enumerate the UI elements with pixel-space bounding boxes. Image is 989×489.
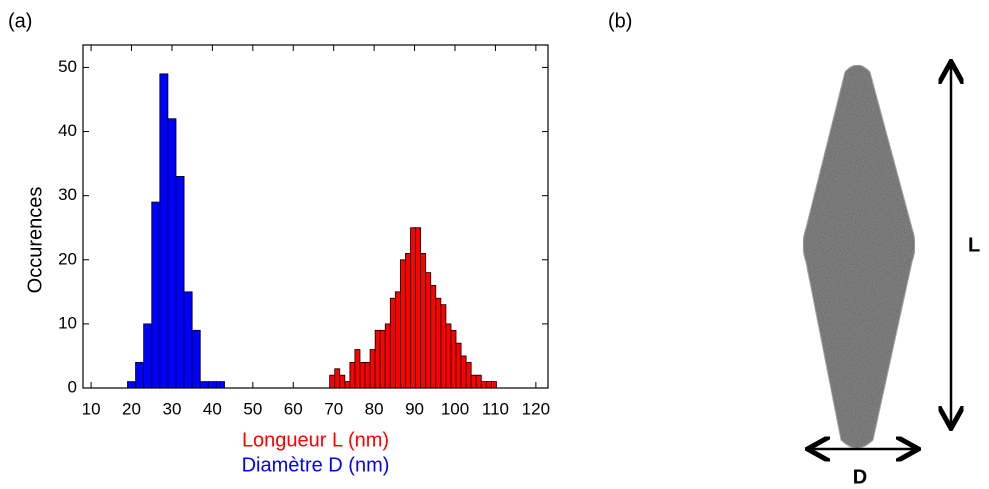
bar <box>339 374 346 389</box>
bar <box>420 252 427 389</box>
bar <box>384 323 391 389</box>
bar <box>127 381 136 389</box>
x-tick-label: 30 <box>162 399 181 418</box>
bar <box>207 381 217 389</box>
x-tick-label: 40 <box>203 399 222 418</box>
y-tick-label: 40 <box>58 121 77 140</box>
bar <box>175 176 185 389</box>
bar <box>191 329 201 389</box>
x-tick-label: 20 <box>122 399 141 418</box>
bar <box>400 259 406 389</box>
bar <box>485 381 492 389</box>
particle-image: L D <box>802 64 980 488</box>
x-tick-label: 90 <box>405 399 424 418</box>
x-tick-label: 80 <box>365 399 384 418</box>
bar <box>465 361 472 389</box>
y-tick-label: 20 <box>58 249 77 268</box>
bar <box>430 285 437 389</box>
bar <box>425 272 432 389</box>
bar <box>445 323 452 389</box>
x-tick-label: 110 <box>482 399 509 418</box>
x-tick-label: 100 <box>441 399 469 418</box>
bar <box>415 227 422 389</box>
y-tick-label: 0 <box>68 377 77 396</box>
x-tick-label: 70 <box>324 399 343 418</box>
plot-frame <box>82 44 549 389</box>
bar <box>329 374 336 389</box>
x-tick-label: 60 <box>284 399 303 418</box>
diameter-label: D <box>853 466 867 488</box>
bar <box>394 291 401 389</box>
bar <box>480 381 487 389</box>
bar <box>435 297 442 389</box>
bar <box>364 361 371 389</box>
bar <box>183 291 193 389</box>
panel-label: (a) <box>8 10 32 32</box>
bar <box>135 361 145 389</box>
x-axis-label: Diamètre D (nm) <box>242 454 390 476</box>
x-tick-label: 50 <box>243 399 262 418</box>
panel-label: (b) <box>608 10 632 32</box>
length-label: L <box>968 234 980 256</box>
bar <box>344 381 351 389</box>
bar <box>151 201 161 389</box>
bar <box>470 374 477 389</box>
y-tick-label: 10 <box>58 313 77 332</box>
y-axis-label: Occurences <box>24 187 46 294</box>
x-tick-label: 10 <box>82 399 101 418</box>
bar <box>359 361 366 389</box>
y-tick-label: 30 <box>58 185 77 204</box>
bar <box>379 329 386 389</box>
y-tick-label: 50 <box>58 57 77 76</box>
bar <box>167 118 177 389</box>
bar <box>354 349 361 389</box>
bar <box>334 368 341 389</box>
bar <box>349 361 356 389</box>
bar <box>159 73 169 389</box>
bar <box>405 252 411 389</box>
bar <box>369 349 376 389</box>
bar <box>216 381 225 389</box>
bar <box>199 381 209 389</box>
bar <box>374 329 381 389</box>
x-tick-label: 120 <box>522 399 550 418</box>
bar <box>389 297 396 389</box>
bar <box>460 355 467 389</box>
particle <box>802 64 916 449</box>
bar <box>455 342 462 389</box>
bar <box>143 323 153 389</box>
bar <box>490 381 497 389</box>
x-axis-label: Longueur L (nm) <box>242 429 389 451</box>
bar <box>450 329 457 389</box>
bar <box>440 304 447 389</box>
bar <box>475 374 482 389</box>
bar <box>410 227 416 389</box>
